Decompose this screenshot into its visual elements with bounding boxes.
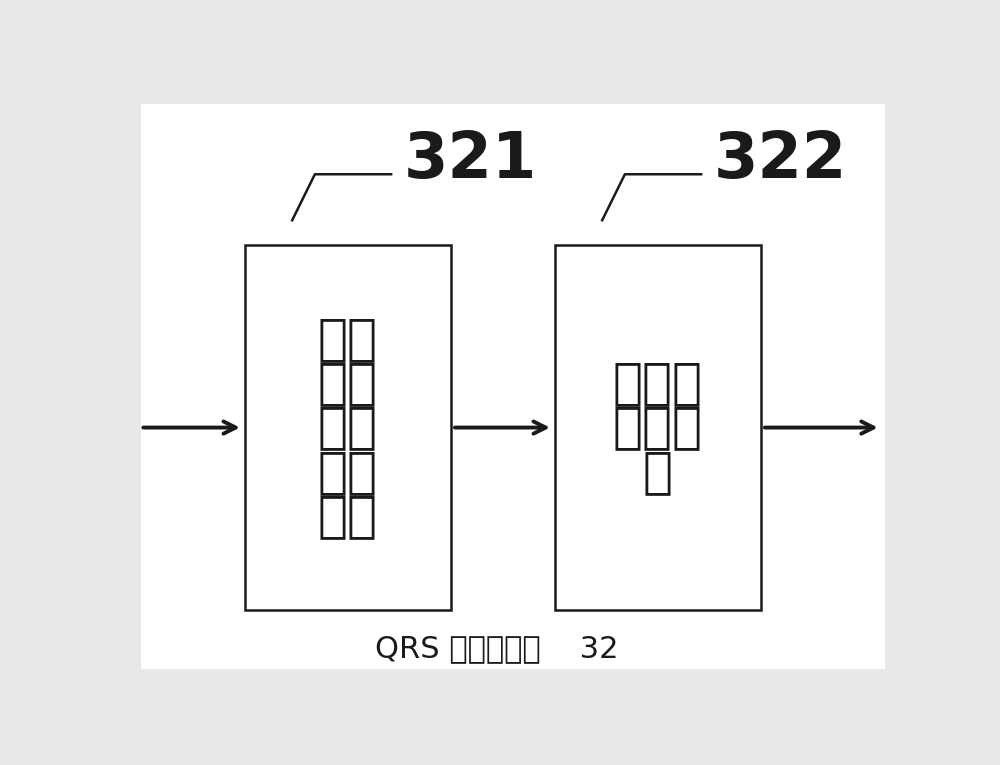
Text: 数字: 数字 <box>318 315 378 363</box>
Text: 信号: 信号 <box>318 360 378 408</box>
Text: 断子单: 断子单 <box>613 404 703 451</box>
Text: 元: 元 <box>643 448 673 496</box>
Text: 322: 322 <box>714 129 847 190</box>
Text: 预处: 预处 <box>318 404 378 451</box>
Bar <box>245 245 450 610</box>
Text: 321: 321 <box>404 129 537 190</box>
Text: QRS 波检测单元    32: QRS 波检测单元 32 <box>375 634 619 663</box>
Text: 单元: 单元 <box>318 492 378 540</box>
Bar <box>555 245 761 610</box>
Text: 阈値判: 阈値判 <box>613 360 703 408</box>
Text: 理子: 理子 <box>318 448 378 496</box>
